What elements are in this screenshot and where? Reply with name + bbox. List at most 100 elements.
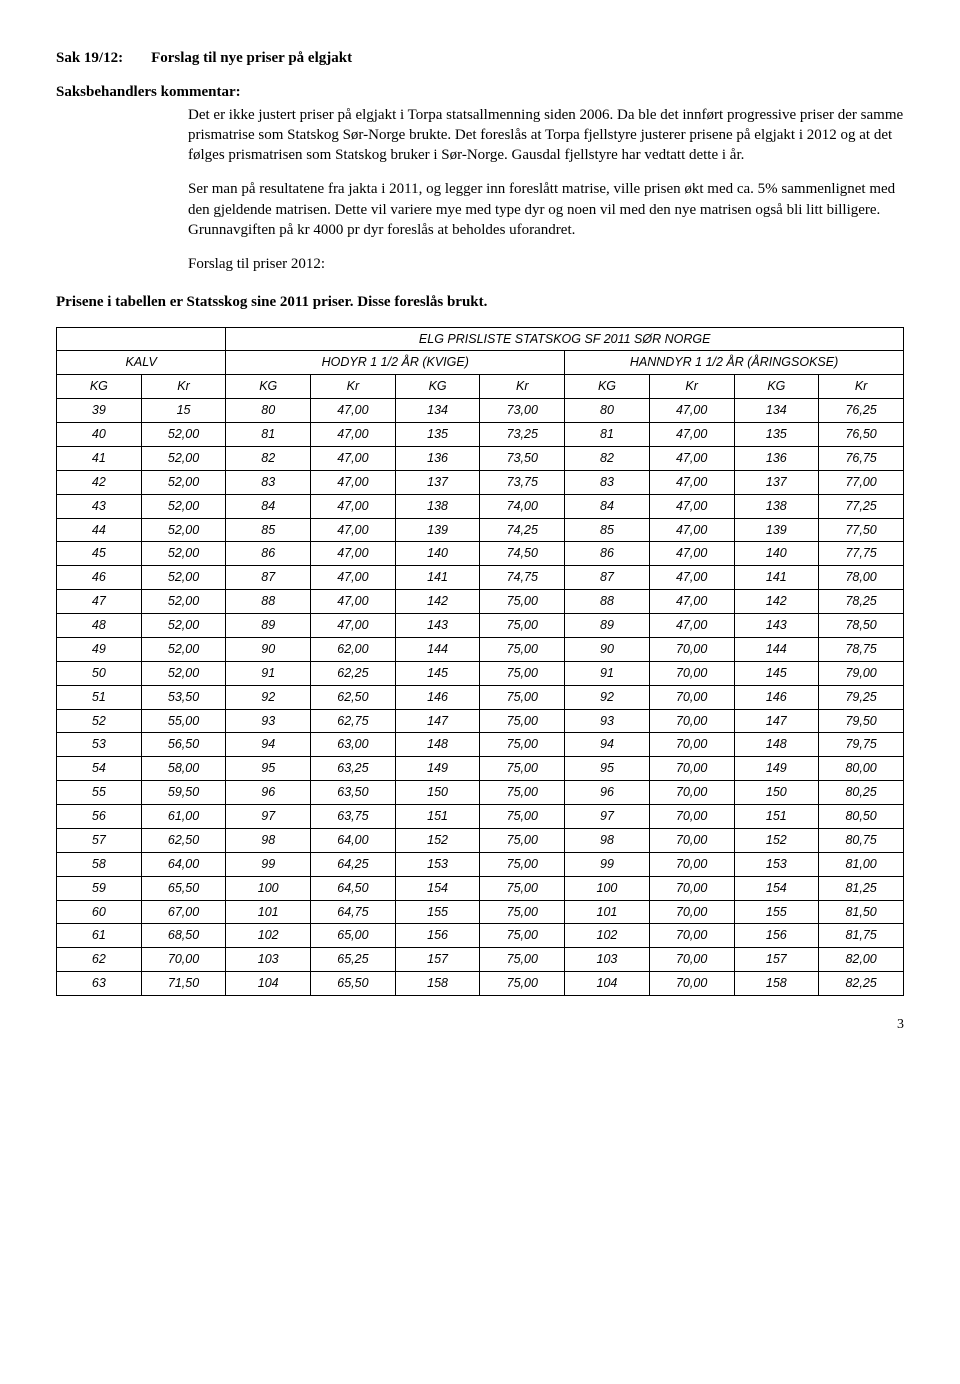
table-cell: 75,00 [480,924,565,948]
table-cell: 86 [565,542,650,566]
table-cell: 85 [565,518,650,542]
table-row: 4452,008547,0013974,258547,0013977,50 [57,518,904,542]
table-row: 5356,509463,0014875,009470,0014879,75 [57,733,904,757]
table-cell: 47 [57,590,142,614]
table-cell: 82 [226,446,311,470]
table-cell: 77,25 [819,494,904,518]
table-cell: 75,00 [480,900,565,924]
table-cell: 91 [565,661,650,685]
table-cell: 100 [226,876,311,900]
table-cell: 136 [395,446,480,470]
document-header: Sak 19/12: Forslag til nye priser på elg… [56,48,904,68]
table-cell: 47,00 [311,566,396,590]
table-cell: 94 [565,733,650,757]
table-cell: 47,00 [649,423,734,447]
table-cell: 88 [565,590,650,614]
table-cell: 70,00 [649,972,734,996]
table-cell: 147 [734,709,819,733]
table-cell: 52,00 [141,446,226,470]
table-cell: 86 [226,542,311,566]
table-cell: 134 [395,399,480,423]
table-cell: 137 [734,470,819,494]
table-cell: 83 [565,470,650,494]
table-row: 6270,0010365,2515775,0010370,0015782,00 [57,948,904,972]
table-cell: 99 [565,852,650,876]
table-col-header-row: KG Kr KG Kr KG Kr KG Kr KG Kr [57,375,904,399]
table-row: 5153,509262,5014675,009270,0014679,25 [57,685,904,709]
table-cell: 90 [565,637,650,661]
table-cell: 70,00 [649,733,734,757]
table-cell: 59,50 [141,781,226,805]
table-cell: 146 [395,685,480,709]
table-row: 6371,5010465,5015875,0010470,0015882,25 [57,972,904,996]
table-row: 5965,5010064,5015475,0010070,0015481,25 [57,876,904,900]
table-cell: 100 [565,876,650,900]
table-row: 4152,008247,0013673,508247,0013676,75 [57,446,904,470]
table-cell: 79,25 [819,685,904,709]
col-label: Kr [649,375,734,399]
table-cell: 63,00 [311,733,396,757]
table-cell: 142 [734,590,819,614]
table-cell: 50 [57,661,142,685]
table-cell: 56 [57,805,142,829]
table-cell: 53,50 [141,685,226,709]
table-cell: 102 [226,924,311,948]
table-cell: 79,75 [819,733,904,757]
table-cell: 158 [395,972,480,996]
table-cell: 94 [226,733,311,757]
page-number: 3 [56,1016,904,1035]
table-cell: 150 [734,781,819,805]
table-cell: 64,00 [141,852,226,876]
table-cell: 85 [226,518,311,542]
table-cell: 155 [395,900,480,924]
table-cell: 63,50 [311,781,396,805]
table-cell: 75,00 [480,852,565,876]
table-cell: 143 [395,614,480,638]
table-cell: 70,00 [141,948,226,972]
table-cell: 47,00 [311,494,396,518]
table-cell: 70,00 [649,924,734,948]
table-cell: 153 [734,852,819,876]
table-cell: 62 [57,948,142,972]
table-cell: 52,00 [141,661,226,685]
table-row: 4652,008747,0014174,758747,0014178,00 [57,566,904,590]
table-cell: 70,00 [649,876,734,900]
table-cell: 47,00 [311,590,396,614]
table-cell: 103 [565,948,650,972]
table-cell: 145 [734,661,819,685]
col-label: Kr [141,375,226,399]
col-label: KG [395,375,480,399]
table-cell: 156 [734,924,819,948]
table-cell: 87 [226,566,311,590]
table-cell: 80 [565,399,650,423]
table-cell: 97 [226,805,311,829]
table-cell: 67,00 [141,900,226,924]
table-row: 5255,009362,7514775,009370,0014779,50 [57,709,904,733]
table-cell: 83 [226,470,311,494]
table-cell: 68,50 [141,924,226,948]
table-cell: 59 [57,876,142,900]
table-cell: 139 [734,518,819,542]
table-row: 4252,008347,0013773,758347,0013777,00 [57,470,904,494]
table-cell: 77,50 [819,518,904,542]
table-cell: 52,00 [141,423,226,447]
table-cell: 81,75 [819,924,904,948]
table-cell: 47,00 [311,423,396,447]
paragraph-1: Det er ikke justert priser på elgjakt i … [188,105,904,166]
table-cell: 81 [226,423,311,447]
table-cell: 61,00 [141,805,226,829]
table-cell: 75,00 [480,709,565,733]
table-row: 6168,5010265,0015675,0010270,0015681,75 [57,924,904,948]
table-cell: 54 [57,757,142,781]
table-cell: 62,50 [141,828,226,852]
table-cell: 78,75 [819,637,904,661]
table-cell: 101 [226,900,311,924]
table-cell: 70,00 [649,805,734,829]
table-cell: 47,00 [649,590,734,614]
table-cell: 151 [734,805,819,829]
col-label: Kr [819,375,904,399]
table-cell: 52,00 [141,590,226,614]
table-row: 5762,509864,0015275,009870,0015280,75 [57,828,904,852]
table-cell: 80,25 [819,781,904,805]
table-cell: 84 [565,494,650,518]
